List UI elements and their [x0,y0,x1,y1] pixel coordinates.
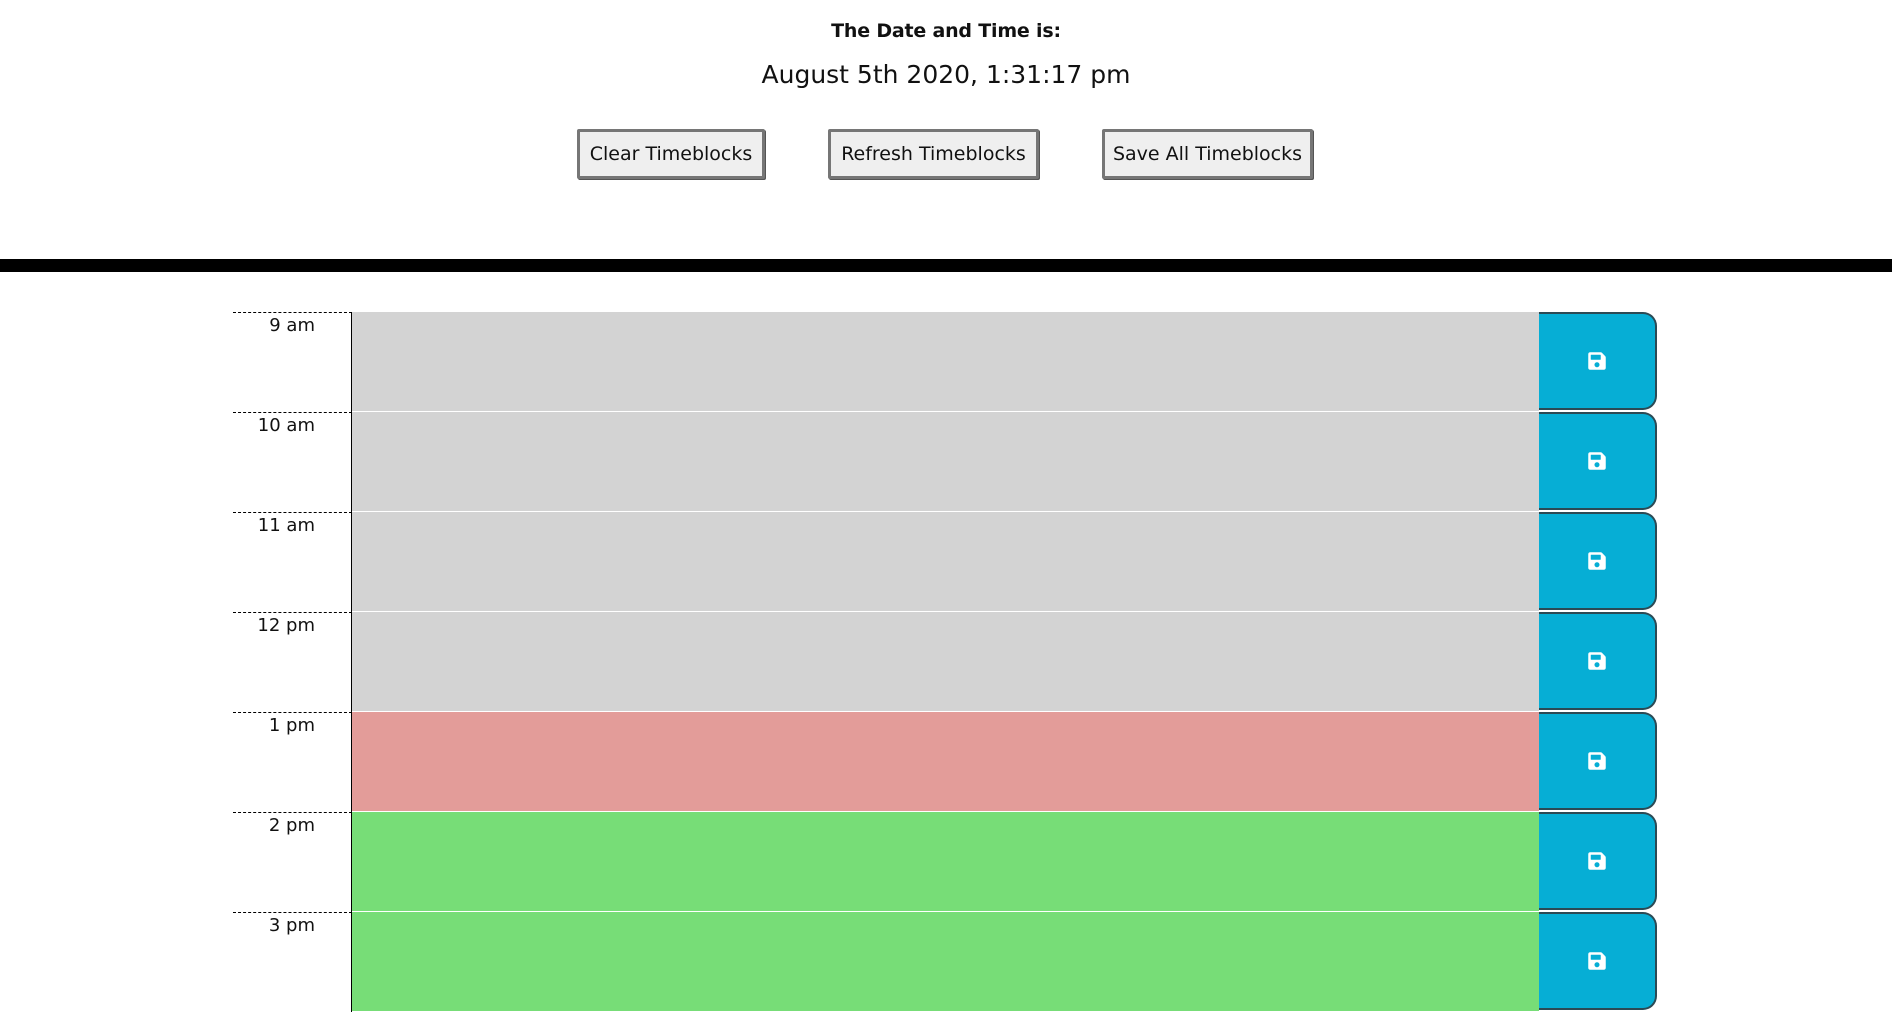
hour-label: 2 pm [233,812,352,912]
hour-label: 9 am [233,312,352,412]
time-block-row: 11 am [233,512,1657,612]
save-timeblock-button[interactable] [1539,812,1657,910]
time-block-row: 3 pm [233,912,1657,1012]
time-block-textarea[interactable] [352,412,1539,512]
date-heading: The Date and Time is: [831,20,1061,42]
header-divider [0,259,1892,272]
hour-label: 11 am [233,512,352,612]
refresh-timeblocks-button[interactable]: Refresh Timeblocks [828,129,1039,179]
save-timeblock-button[interactable] [1539,412,1657,510]
save-timeblock-button[interactable] [1539,312,1657,410]
time-block-row: 2 pm [233,812,1657,912]
floppy-disk-icon [1587,951,1607,971]
floppy-disk-icon [1587,551,1607,571]
floppy-disk-icon [1587,751,1607,771]
time-block-row: 1 pm [233,712,1657,812]
floppy-disk-icon [1587,451,1607,471]
time-block-textarea[interactable] [352,512,1539,612]
save-timeblock-button[interactable] [1539,912,1657,1010]
hour-label: 10 am [233,412,352,512]
hour-label: 3 pm [233,912,352,1012]
time-block-row: 10 am [233,412,1657,512]
save-timeblock-button[interactable] [1539,612,1657,710]
time-block-textarea[interactable] [352,612,1539,712]
hour-label: 12 pm [233,612,352,712]
time-block-textarea[interactable] [352,312,1539,412]
time-block-row: 12 pm [233,612,1657,712]
clear-timeblocks-button[interactable]: Clear Timeblocks [577,129,765,179]
time-block-textarea[interactable] [352,812,1539,912]
floppy-disk-icon [1587,351,1607,371]
time-block-textarea[interactable] [352,912,1539,1012]
schedule: 9 am 10 am 11 am 12 pm 1 pm 2 pm 3 pm [233,312,1657,1012]
floppy-disk-icon [1587,851,1607,871]
save-timeblock-button[interactable] [1539,712,1657,810]
floppy-disk-icon [1587,651,1607,671]
save-all-timeblocks-button[interactable]: Save All Timeblocks [1102,129,1313,179]
save-timeblock-button[interactable] [1539,512,1657,610]
current-datetime: August 5th 2020, 1:31:17 pm [761,60,1131,89]
time-block-textarea[interactable] [352,712,1539,812]
time-block-row: 9 am [233,312,1657,412]
header: The Date and Time is: August 5th 2020, 1… [0,0,1892,260]
hour-label: 1 pm [233,712,352,812]
